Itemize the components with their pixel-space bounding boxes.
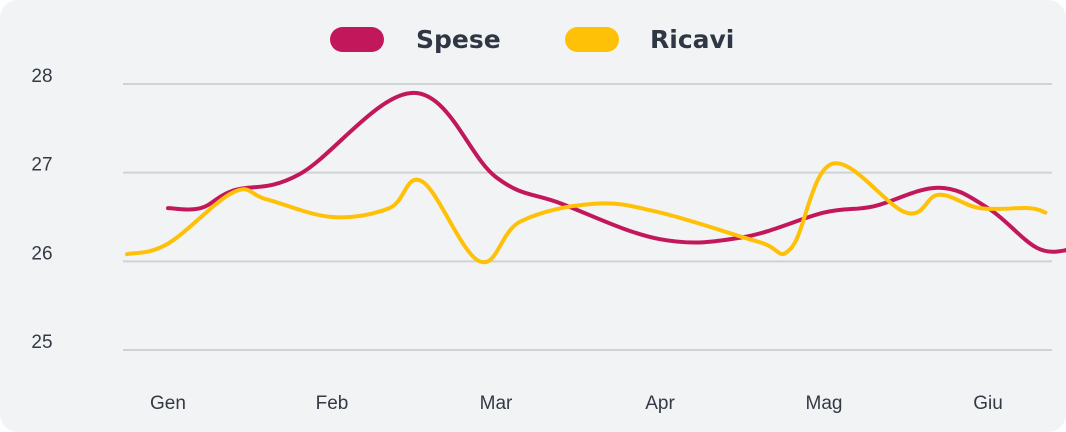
x-tick-label: Giu bbox=[973, 393, 1003, 414]
grid-lines bbox=[123, 83, 1052, 351]
series-lines bbox=[125, 90, 1066, 265]
y-axis-ticks: 25 26 27 28 bbox=[31, 66, 52, 353]
series-line-spese bbox=[166, 90, 1066, 254]
legend-label-spese: Spese bbox=[416, 25, 501, 54]
legend: Spese Ricavi bbox=[330, 25, 734, 54]
x-tick-label: Apr bbox=[645, 393, 675, 414]
x-tick-label: Feb bbox=[316, 393, 349, 414]
legend-label-ricavi: Ricavi bbox=[650, 25, 734, 54]
series-line-ricavi bbox=[125, 161, 1048, 265]
y-tick-label: 27 bbox=[31, 155, 52, 176]
x-axis-ticks: Gen Feb Mar Apr Mag Giu bbox=[150, 393, 1003, 414]
x-tick-label: Mag bbox=[806, 393, 843, 414]
x-tick-label: Gen bbox=[150, 393, 186, 414]
legend-swatch-spese bbox=[330, 27, 384, 52]
y-tick-label: 28 bbox=[31, 66, 52, 87]
y-tick-label: 25 bbox=[31, 332, 52, 353]
x-tick-label: Mar bbox=[480, 393, 513, 414]
legend-swatch-ricavi bbox=[565, 27, 619, 52]
y-tick-label: 26 bbox=[31, 243, 52, 264]
legend-item-ricavi[interactable]: Ricavi bbox=[565, 25, 734, 54]
legend-item-spese[interactable]: Spese bbox=[330, 25, 501, 54]
